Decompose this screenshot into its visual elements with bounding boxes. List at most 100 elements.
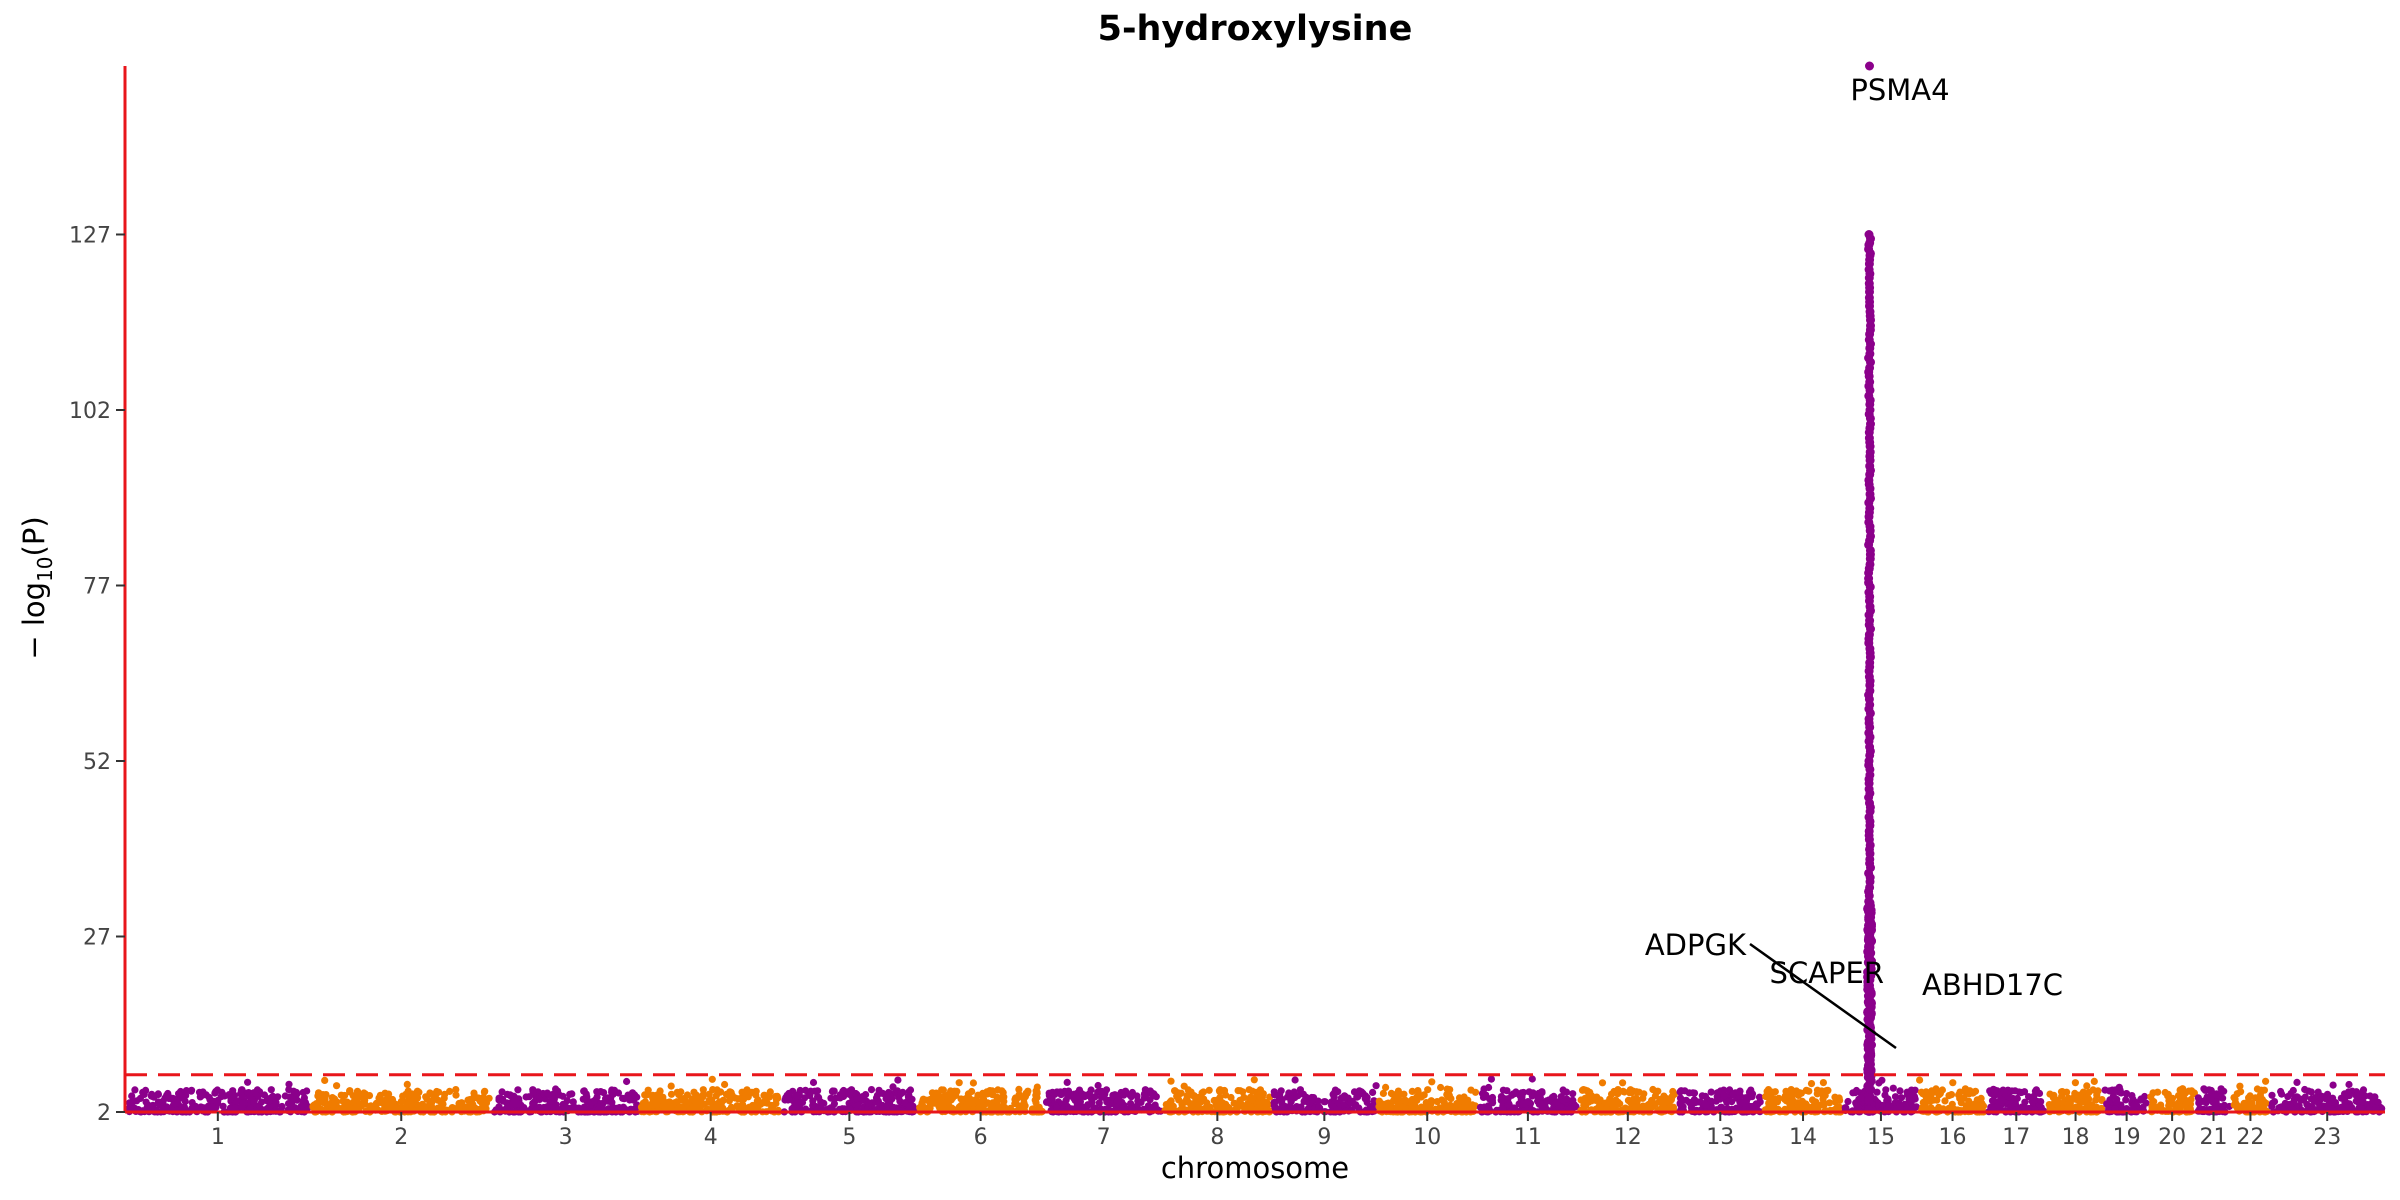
- data-point: [1625, 1097, 1633, 1105]
- data-point: [2201, 1086, 2209, 1094]
- data-point: [908, 1095, 916, 1103]
- peak-point: [1863, 1040, 1873, 1050]
- data-point: [1503, 1087, 1511, 1095]
- data-point: [2345, 1080, 2353, 1089]
- data-point: [2106, 1096, 2114, 1104]
- data-point: [1114, 1096, 1122, 1104]
- data-point: [2176, 1096, 2184, 1104]
- x-tick-label: 20: [2158, 1125, 2186, 1150]
- data-point: [1033, 1083, 1041, 1091]
- data-point: [1512, 1088, 1520, 1096]
- data-point: [2256, 1093, 2264, 1101]
- data-point: [1065, 1087, 1073, 1095]
- data-point: [1841, 1104, 1849, 1112]
- data-point: [2035, 1089, 2044, 1097]
- data-point: [1363, 1094, 1371, 1102]
- data-point: [1911, 1086, 1919, 1094]
- data-point: [2217, 1085, 2225, 1093]
- data-point: [1610, 1102, 1618, 1110]
- data-point: [1896, 1087, 1904, 1095]
- data-point: [1988, 1097, 1997, 1105]
- data-point: [2359, 1098, 2367, 1106]
- data-point: [1341, 1092, 1349, 1101]
- data-point: [793, 1099, 802, 1107]
- y-tick-label: 77: [83, 574, 111, 599]
- data-point: [1643, 1102, 1651, 1110]
- data-point: [1747, 1086, 1755, 1094]
- gene-label-psma4: PSMA4: [1850, 73, 1949, 107]
- data-point: [889, 1083, 897, 1091]
- data-point: [785, 1089, 793, 1098]
- data-point: [437, 1098, 445, 1106]
- data-point: [608, 1098, 616, 1106]
- data-point: [2293, 1078, 2301, 1086]
- data-point: [550, 1095, 559, 1103]
- data-point: [1291, 1076, 1299, 1084]
- data-point: [1989, 1085, 1997, 1093]
- data-point: [955, 1079, 963, 1087]
- data-point: [1178, 1100, 1186, 1108]
- data-point: [1382, 1083, 1390, 1091]
- data-point: [2307, 1088, 2315, 1096]
- data-point: [471, 1093, 479, 1102]
- data-point: [1932, 1085, 1940, 1093]
- data-point: [979, 1095, 988, 1103]
- data-point: [2185, 1087, 2193, 1095]
- data-point: [1246, 1096, 1254, 1104]
- data-point: [695, 1099, 703, 1107]
- data-point: [660, 1101, 668, 1109]
- data-point: [2064, 1095, 2072, 1103]
- data-point: [1077, 1093, 1085, 1101]
- data-point: [1621, 1104, 1629, 1112]
- data-point: [699, 1093, 707, 1101]
- x-tick-label: 11: [1514, 1125, 1542, 1150]
- data-point: [269, 1092, 277, 1100]
- data-point: [1808, 1096, 1817, 1104]
- x-tick-label: 16: [1939, 1125, 1967, 1150]
- data-point: [182, 1087, 190, 1095]
- peak-point: [1864, 1056, 1874, 1066]
- peak-point: [1865, 1084, 1875, 1094]
- x-tick-label: 22: [2236, 1125, 2264, 1150]
- data-point: [1290, 1088, 1298, 1096]
- data-point: [1519, 1089, 1527, 1097]
- data-point: [569, 1105, 577, 1113]
- data-point: [206, 1096, 214, 1104]
- data-point: [1193, 1097, 1201, 1105]
- data-point: [926, 1098, 934, 1106]
- data-point: [2108, 1086, 2116, 1094]
- data-point: [2301, 1085, 2309, 1094]
- data-point: [2129, 1101, 2137, 1109]
- data-point: [2115, 1083, 2123, 1091]
- data-point: [1248, 1087, 1256, 1095]
- data-point: [2278, 1090, 2286, 1098]
- axes: [123, 66, 2385, 1114]
- data-point: [1652, 1087, 1660, 1096]
- data-point: [1485, 1083, 1493, 1092]
- data-point: [403, 1080, 411, 1088]
- data-point: [988, 1087, 996, 1095]
- data-point: [1468, 1101, 1476, 1109]
- data-point: [1910, 1092, 1919, 1101]
- data-point: [1353, 1093, 1361, 1101]
- data-point: [323, 1102, 331, 1110]
- data-point: [1394, 1093, 1402, 1101]
- data-point: [2092, 1096, 2100, 1104]
- data-point: [725, 1097, 734, 1105]
- x-tick-label: 12: [1614, 1125, 1642, 1150]
- data-point: [509, 1100, 517, 1108]
- data-point: [1239, 1088, 1247, 1096]
- gene-label-abhd17c: ABHD17C: [1922, 968, 2063, 1002]
- x-tick-label: 1: [211, 1125, 225, 1150]
- data-point: [2356, 1090, 2364, 1098]
- gene-label-scaper: SCAPER: [1770, 956, 1884, 990]
- data-point: [1134, 1097, 1142, 1105]
- data-point: [1803, 1087, 1811, 1095]
- data-point: [2231, 1095, 2239, 1103]
- data-point: [971, 1096, 979, 1104]
- data-point: [1372, 1082, 1380, 1090]
- data-point: [1142, 1093, 1150, 1101]
- data-point: [2154, 1088, 2162, 1096]
- data-point: [293, 1090, 301, 1098]
- data-point: [1167, 1077, 1175, 1085]
